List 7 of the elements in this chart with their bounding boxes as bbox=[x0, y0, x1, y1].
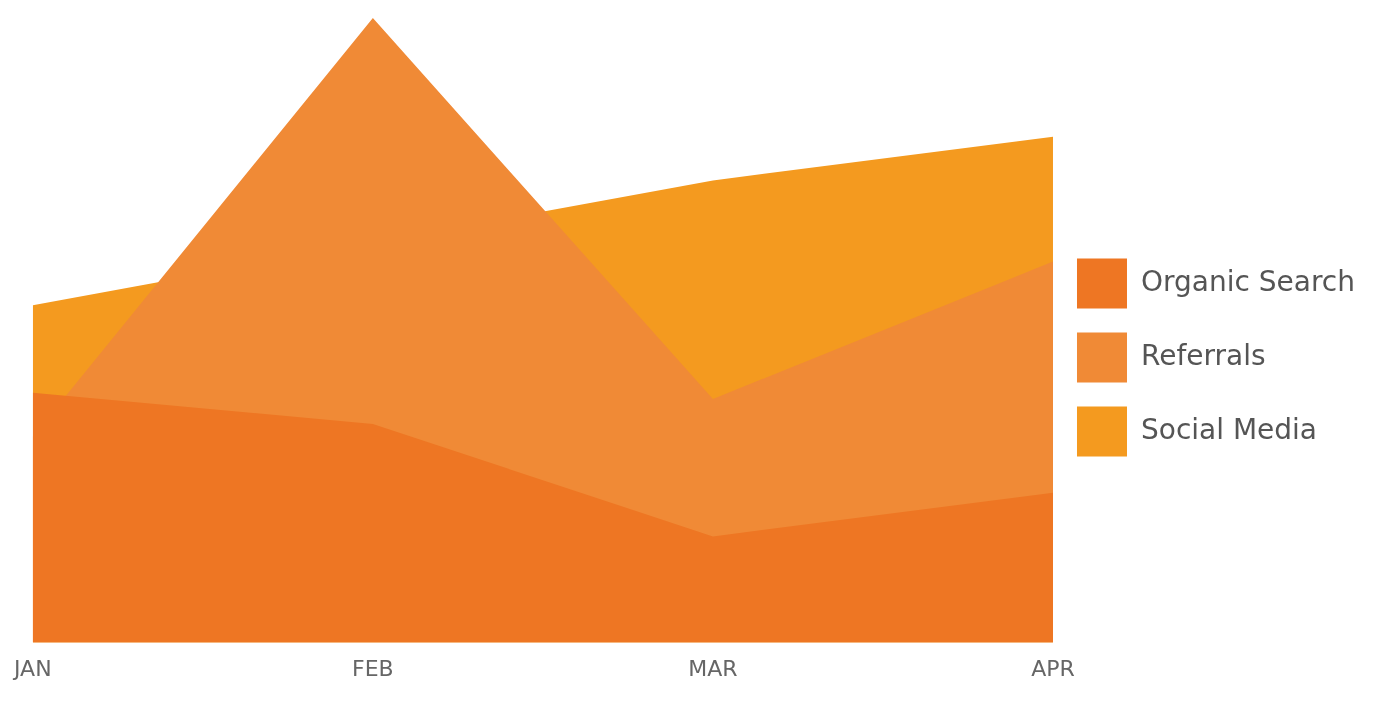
x-tick-label: FEB bbox=[352, 655, 394, 681]
legend-label: Referrals bbox=[1140, 338, 1266, 372]
x-tick-label: MAR bbox=[688, 655, 738, 681]
legend-label: Organic Search bbox=[1140, 264, 1356, 298]
x-tick-label: APR bbox=[1031, 655, 1075, 681]
x-tick-label: JAN bbox=[12, 655, 52, 681]
legend-label: Social Media bbox=[1140, 412, 1318, 446]
